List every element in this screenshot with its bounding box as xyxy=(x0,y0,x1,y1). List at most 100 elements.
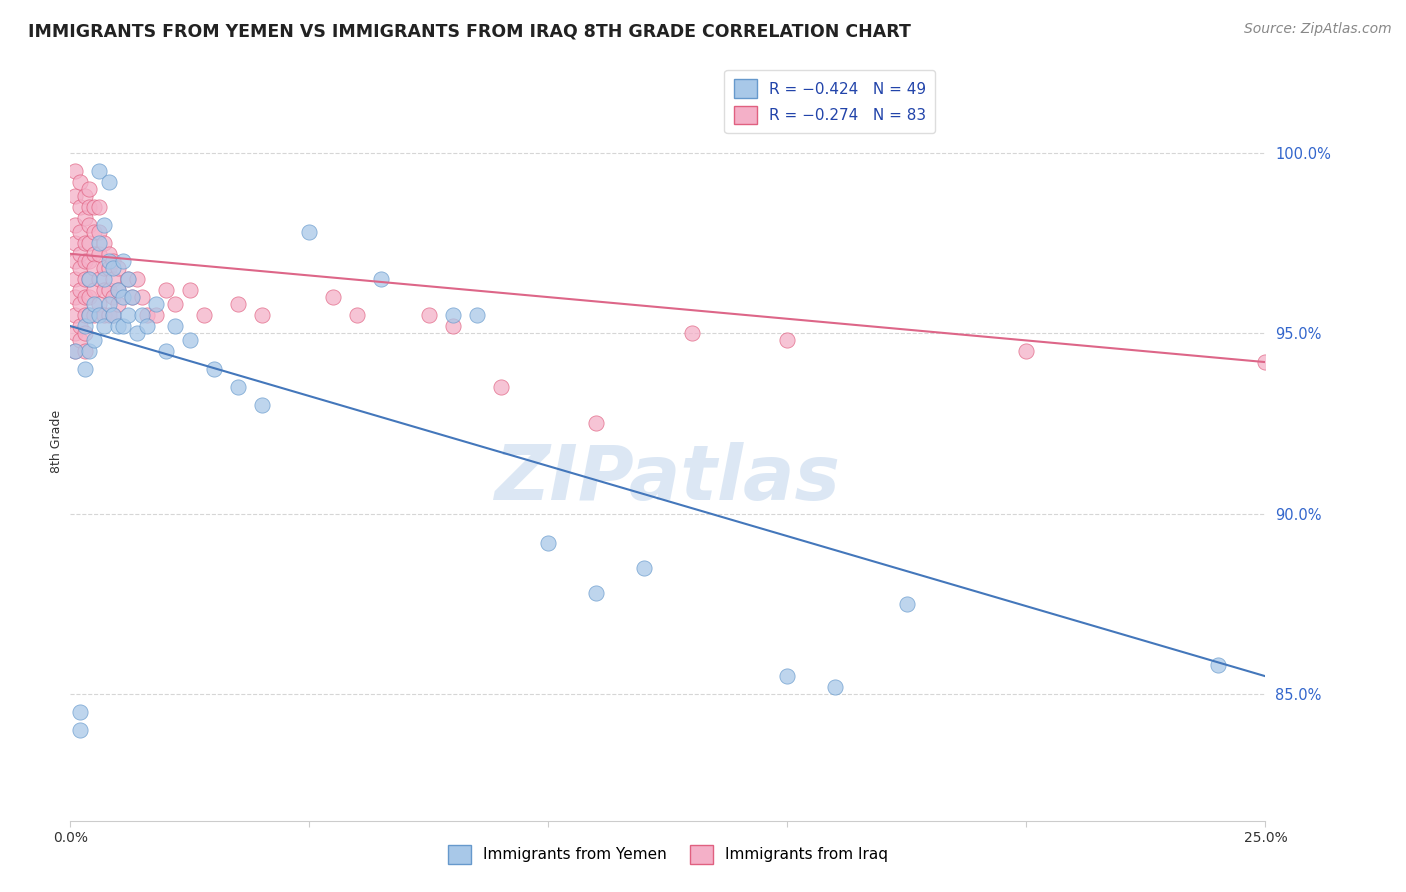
Point xyxy=(87,308,110,322)
Point xyxy=(83,297,105,311)
Point xyxy=(83,200,105,214)
Point xyxy=(633,561,655,575)
Point xyxy=(441,318,464,333)
Point xyxy=(121,290,143,304)
Point xyxy=(97,283,120,297)
Point xyxy=(418,308,440,322)
Point xyxy=(370,272,392,286)
Point xyxy=(111,254,134,268)
Point xyxy=(63,189,86,203)
Legend: Immigrants from Yemen, Immigrants from Iraq: Immigrants from Yemen, Immigrants from I… xyxy=(441,839,894,870)
Point xyxy=(83,225,105,239)
Point xyxy=(73,318,96,333)
Point xyxy=(79,272,101,286)
Point xyxy=(226,297,249,311)
Point xyxy=(79,218,101,232)
Point xyxy=(202,362,225,376)
Point xyxy=(79,272,101,286)
Point xyxy=(79,290,101,304)
Point xyxy=(117,272,139,286)
Point xyxy=(63,235,86,250)
Point xyxy=(87,247,110,261)
Point xyxy=(298,225,321,239)
Point xyxy=(1015,344,1038,359)
Point xyxy=(63,218,86,232)
Point xyxy=(87,163,110,178)
Point xyxy=(79,344,101,359)
Point xyxy=(681,326,703,341)
Point xyxy=(93,218,115,232)
Point xyxy=(97,297,120,311)
Text: ZIPatlas: ZIPatlas xyxy=(495,442,841,516)
Point xyxy=(165,297,187,311)
Point xyxy=(127,272,149,286)
Point xyxy=(79,200,101,214)
Point xyxy=(79,308,101,322)
Point xyxy=(97,254,120,268)
Point xyxy=(97,175,120,189)
Point xyxy=(79,182,101,196)
Point xyxy=(107,297,129,311)
Point xyxy=(322,290,344,304)
Point xyxy=(250,399,273,413)
Point xyxy=(79,235,101,250)
Point xyxy=(179,334,201,348)
Point xyxy=(69,261,91,276)
Point xyxy=(79,308,101,322)
Point xyxy=(824,680,846,694)
Point xyxy=(63,272,86,286)
Point xyxy=(97,247,120,261)
Point xyxy=(117,308,139,322)
Point xyxy=(107,283,129,297)
Point xyxy=(97,308,120,322)
Point xyxy=(73,326,96,341)
Point xyxy=(103,272,125,286)
Point xyxy=(179,283,201,297)
Point xyxy=(346,308,368,322)
Point xyxy=(127,326,149,341)
Point xyxy=(103,290,125,304)
Point xyxy=(776,334,799,348)
Point xyxy=(145,297,167,311)
Point xyxy=(135,308,157,322)
Point xyxy=(193,308,215,322)
Point xyxy=(1206,658,1229,673)
Point xyxy=(87,272,110,286)
Point xyxy=(250,308,273,322)
Point xyxy=(83,308,105,322)
Point xyxy=(73,344,96,359)
Point xyxy=(73,235,96,250)
Point xyxy=(69,723,91,738)
Point xyxy=(107,318,129,333)
Point xyxy=(121,290,143,304)
Point xyxy=(776,669,799,683)
Point xyxy=(103,308,125,322)
Point xyxy=(111,318,134,333)
Point xyxy=(155,283,177,297)
Point xyxy=(69,225,91,239)
Point xyxy=(896,597,918,611)
Point xyxy=(69,175,91,189)
Point xyxy=(165,318,187,333)
Point xyxy=(585,586,607,600)
Point xyxy=(69,200,91,214)
Point xyxy=(69,297,91,311)
Point xyxy=(63,326,86,341)
Point xyxy=(489,380,512,394)
Point xyxy=(93,235,115,250)
Point xyxy=(103,254,125,268)
Point xyxy=(131,290,153,304)
Point xyxy=(87,235,110,250)
Point xyxy=(145,308,167,322)
Point xyxy=(83,247,105,261)
Point xyxy=(73,211,96,225)
Point xyxy=(69,318,91,333)
Point xyxy=(87,225,110,239)
Point xyxy=(226,380,249,394)
Point xyxy=(73,272,96,286)
Point xyxy=(103,261,125,276)
Y-axis label: 8th Grade: 8th Grade xyxy=(51,410,63,473)
Point xyxy=(73,189,96,203)
Point xyxy=(1254,355,1277,369)
Point xyxy=(93,318,115,333)
